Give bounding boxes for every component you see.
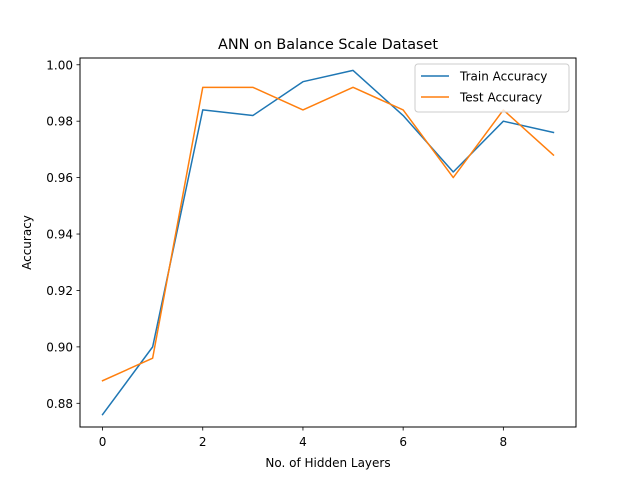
y-tick-label: 0.98 (46, 115, 73, 129)
y-tick-label: 0.92 (46, 284, 73, 298)
y-tick-label: 0.94 (46, 228, 73, 242)
legend-label-train: Train Accuracy (459, 70, 547, 84)
data-point-test (101, 379, 104, 382)
series-line-train (101, 69, 555, 416)
data-point-test (402, 108, 405, 111)
y-tick-label: 0.90 (46, 340, 73, 354)
chart-title: ANN on Balance Scale Dataset (218, 37, 438, 53)
x-tick-label: 0 (99, 435, 107, 449)
data-point-train (301, 80, 304, 83)
x-tick-label: 8 (500, 435, 508, 449)
plot-area (101, 69, 555, 416)
series-line-test (101, 86, 555, 382)
data-point-test (352, 86, 355, 89)
x-axis-label: No. of Hidden Layers (265, 456, 390, 470)
data-point-train (552, 131, 555, 134)
data-point-train (402, 114, 405, 117)
legend-label-test: Test Accuracy (459, 91, 542, 105)
x-tick-label: 4 (299, 435, 307, 449)
data-point-train (151, 345, 154, 348)
axes-frame (79, 57, 577, 428)
data-point-test (151, 357, 154, 360)
data-point-test (301, 108, 304, 111)
data-point-test (552, 154, 555, 157)
x-tick-label: 6 (399, 435, 407, 449)
data-point-train (101, 413, 104, 416)
x-axis: 0 2 4 6 8 (99, 427, 507, 449)
data-point-train (251, 114, 254, 117)
y-axis: 0.88 0.90 0.92 0.94 0.96 0.98 1.00 (46, 58, 80, 411)
y-tick-label: 1.00 (46, 58, 73, 72)
data-point-train (502, 120, 505, 123)
data-point-test (201, 86, 204, 89)
data-point-train (201, 108, 204, 111)
y-axis-label: Accuracy (20, 215, 34, 270)
data-point-test (251, 86, 254, 89)
x-tick-label: 2 (199, 435, 207, 449)
y-tick-label: 0.96 (46, 171, 73, 185)
data-point-test (452, 176, 455, 179)
data-point-train (452, 170, 455, 173)
legend-box (414, 63, 570, 113)
data-point-train (352, 69, 355, 72)
y-tick-label: 0.88 (46, 397, 73, 411)
legend: Train Accuracy Test Accuracy (414, 63, 570, 113)
